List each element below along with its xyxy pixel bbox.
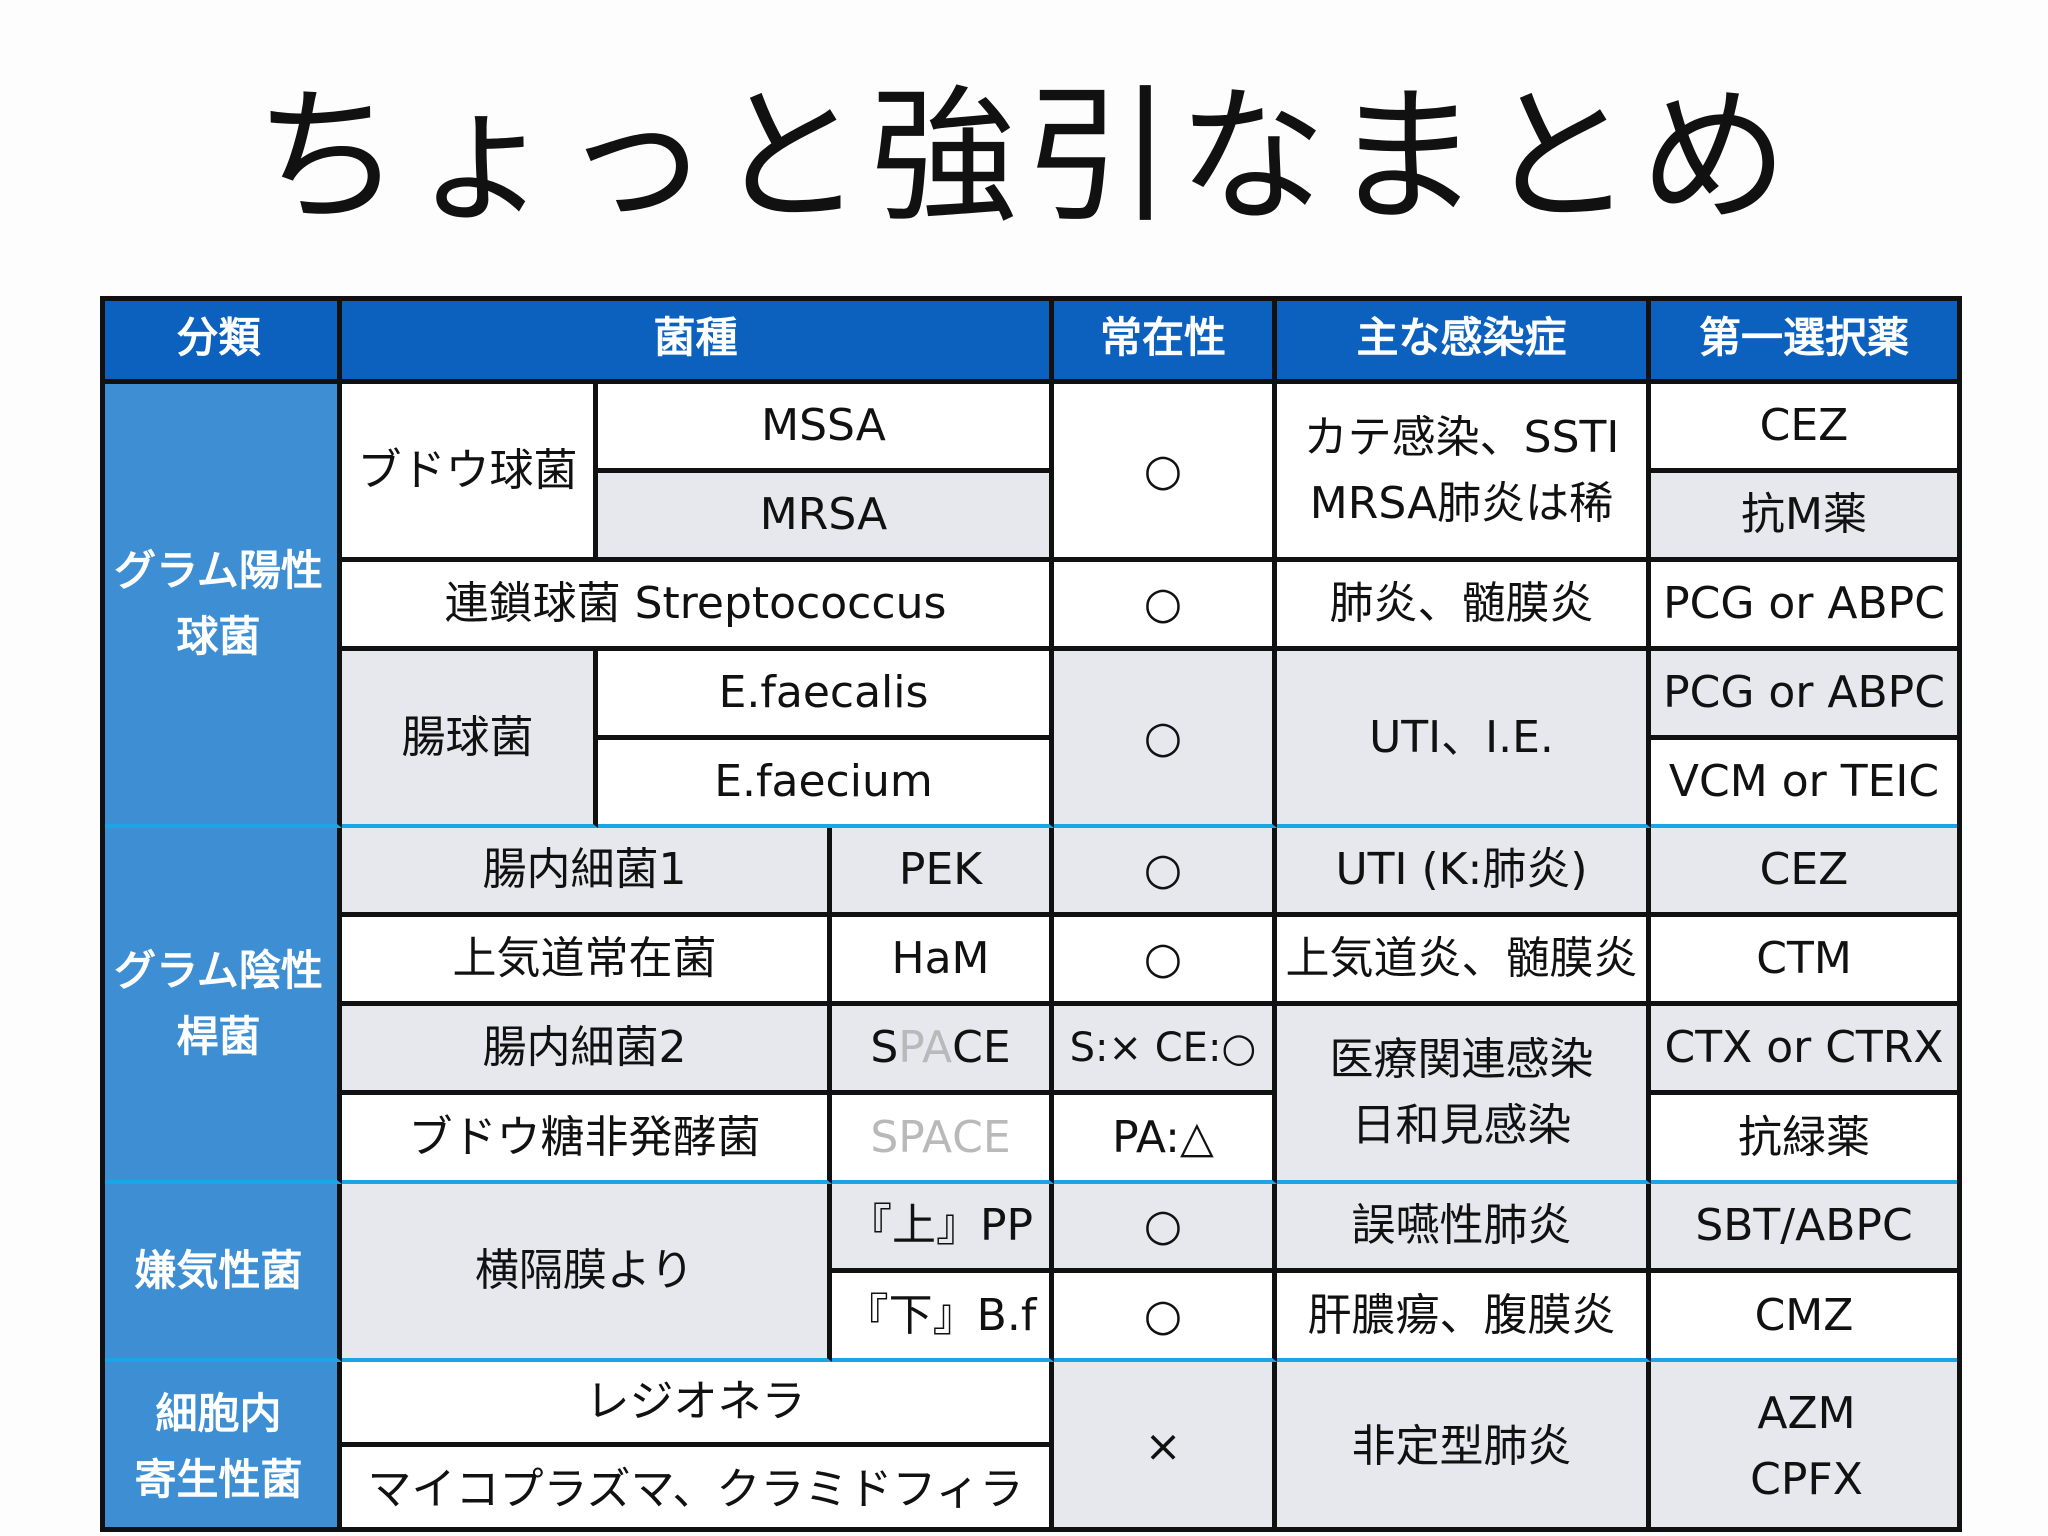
resident-intracellular: × [1054, 1362, 1277, 1532]
resident-gut2: S:× CE:○ [1054, 1006, 1277, 1095]
space-ce: CE [952, 1111, 1011, 1163]
header-infection: 主な感染症 [1277, 296, 1651, 384]
species-gut1: 腸内細菌1 [342, 828, 832, 917]
species-upper-pp: 『上』PP [832, 1184, 1054, 1273]
category-anaerobes: 嫌気性菌 [100, 1184, 342, 1362]
species-faecalis: E.faecalis [598, 651, 1054, 740]
species-entero-group: 腸球菌 [342, 651, 598, 828]
infection-strep: 肺炎、髄膜炎 [1277, 562, 1651, 651]
resident-entero: ○ [1054, 651, 1277, 828]
space-pa: PA [898, 1022, 953, 1073]
drug-pp: SBT/ABPC [1651, 1184, 1962, 1273]
infection-upper: 上気道炎、髄膜炎 [1277, 917, 1651, 1006]
drug-strep: PCG or ABPC [1651, 562, 1962, 651]
resident-nonferm: PA:△ [1054, 1095, 1277, 1184]
species-staph-group: ブドウ球菌 [342, 384, 598, 562]
space-ce: CE [952, 1022, 1011, 1073]
drug-mrsa: 抗M薬 [1651, 473, 1962, 562]
species-pek: PEK [832, 828, 1054, 917]
species-space-2: S PA CE [832, 1095, 1054, 1184]
species-mssa: MSSA [598, 384, 1054, 473]
resident-gut1: ○ [1054, 828, 1277, 917]
header-species: 菌種 [342, 296, 1054, 384]
resident-strep: ○ [1054, 562, 1277, 651]
space-s: S [870, 1111, 899, 1163]
drug-gut2: CTX or CTRX [1651, 1006, 1962, 1095]
infection-bf: 肝膿瘍、腹膜炎 [1277, 1273, 1651, 1362]
resident-pp: ○ [1054, 1184, 1277, 1273]
species-ham: HaM [832, 917, 1054, 1006]
resident-upper: ○ [1054, 917, 1277, 1006]
drug-mssa: CEZ [1651, 384, 1962, 473]
category-gram-negative-rods: グラム陰性 桿菌 [100, 828, 342, 1184]
infection-pp: 誤嚥性肺炎 [1277, 1184, 1651, 1273]
resident-bf: ○ [1054, 1273, 1277, 1362]
category-gram-positive-cocci: グラム陽性 球菌 [100, 384, 342, 828]
species-mycoplasma: マイコプラズマ、クラミドフィラ [342, 1447, 1054, 1532]
infection-gut1: UTI (K:肺炎) [1277, 828, 1651, 917]
space-s: S [870, 1022, 899, 1073]
species-lower-bf: 『下』B.f [832, 1273, 1054, 1362]
drug-nonferm: 抗緑薬 [1651, 1095, 1962, 1184]
drug-intracellular: AZM CPFX [1651, 1362, 1962, 1532]
species-mrsa: MRSA [598, 473, 1054, 562]
infection-entero: UTI、I.E. [1277, 651, 1651, 828]
species-faecium: E.faecium [598, 740, 1054, 828]
species-gut2: 腸内細菌2 [342, 1006, 832, 1095]
slide-title: ちょっと強引なまとめ [254, 71, 1794, 243]
infection-staph: カテ感染、SSTI MRSA肺炎は稀 [1277, 384, 1651, 562]
summary-table: 分類 菌種 常在性 主な感染症 第一選択薬 グラム陽性 球菌 グラム陰性 桿菌 … [100, 296, 1962, 1532]
drug-bf: CMZ [1651, 1273, 1962, 1362]
species-strep: 連鎖球菌 Streptococcus [342, 562, 1054, 651]
drug-faecium: VCM or TEIC [1651, 740, 1962, 828]
category-intracellular: 細胞内 寄生性菌 [100, 1362, 342, 1532]
drug-gut1: CEZ [1651, 828, 1962, 917]
infection-intracellular: 非定型肺炎 [1277, 1362, 1651, 1532]
space-pa: PA [898, 1111, 953, 1163]
species-space-1: S PA CE [832, 1006, 1054, 1095]
species-nonferm: ブドウ糖非発酵菌 [342, 1095, 832, 1184]
species-upper: 上気道常在菌 [342, 917, 832, 1006]
resident-staph: ○ [1054, 384, 1277, 562]
species-diaphragm: 横隔膜より [342, 1184, 832, 1362]
species-legionella: レジオネラ [342, 1362, 1054, 1447]
infection-gut2-nonferm: 医療関連感染 日和見感染 [1277, 1006, 1651, 1184]
header-drug: 第一選択薬 [1651, 296, 1962, 384]
header-resident: 常在性 [1054, 296, 1277, 384]
drug-upper: CTM [1651, 917, 1962, 1006]
drug-faecalis: PCG or ABPC [1651, 651, 1962, 740]
header-category: 分類 [100, 296, 342, 384]
